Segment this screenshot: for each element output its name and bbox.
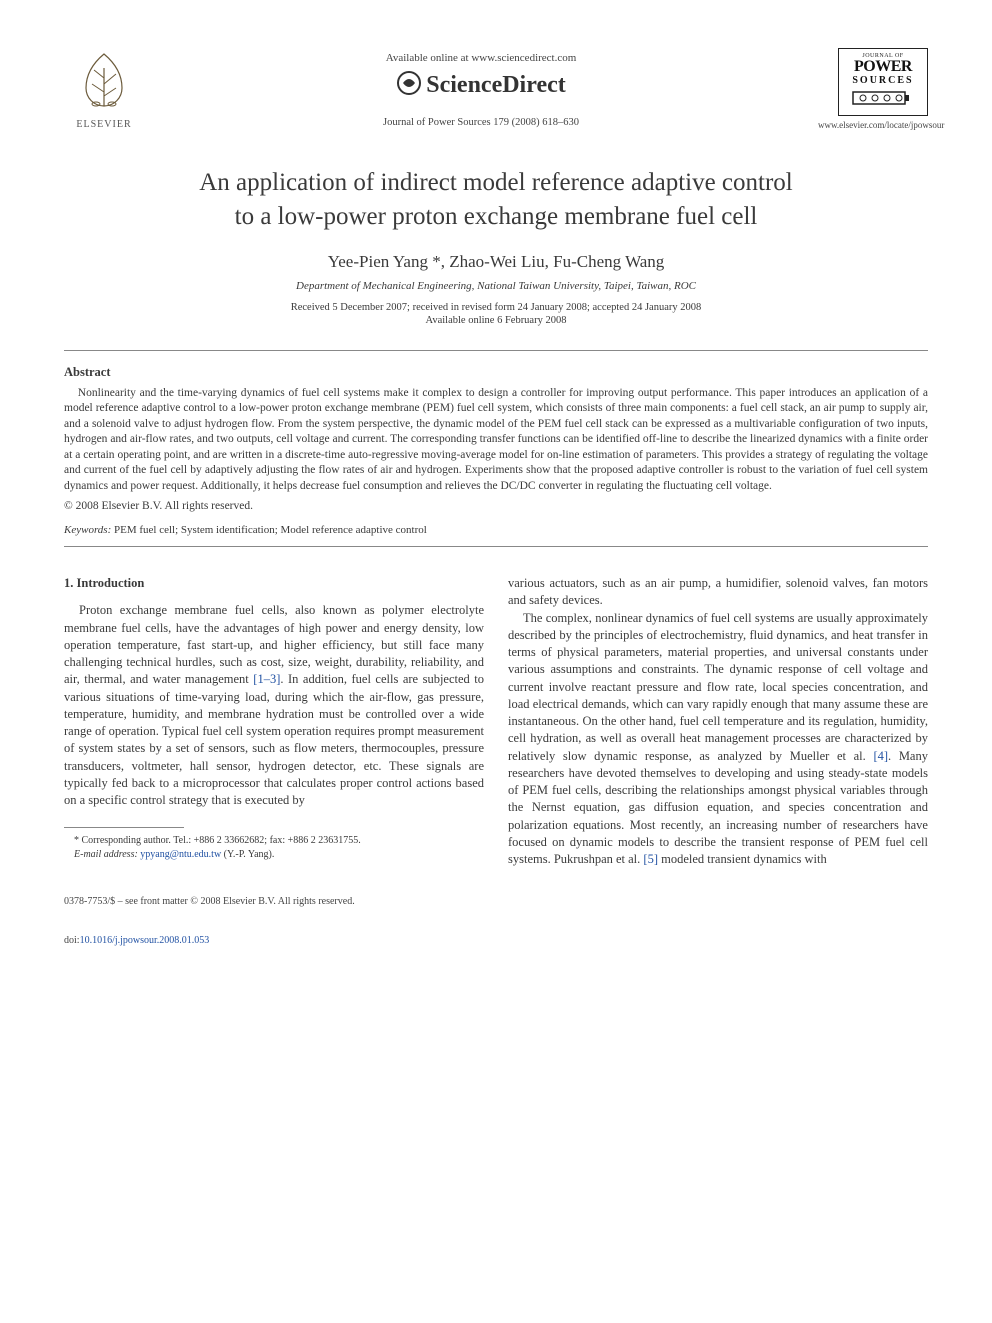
- email-author-name: (Y.-P. Yang).: [224, 849, 275, 860]
- sciencedirect-text: ScienceDirect: [426, 72, 566, 98]
- sciencedirect-icon: [396, 70, 422, 96]
- keywords-line: Keywords: PEM fuel cell; System identifi…: [64, 524, 928, 536]
- title-line-1: An application of indirect model referen…: [199, 169, 793, 196]
- page-header: ELSEVIER Available online at www.science…: [64, 48, 928, 130]
- rule-before-abstract: [64, 350, 928, 351]
- doi-label: doi:: [64, 935, 80, 946]
- sciencedirect-logo: ScienceDirect: [144, 70, 818, 99]
- affiliation: Department of Mechanical Engineering, Na…: [64, 280, 928, 292]
- jps-battery-icon: [843, 86, 923, 108]
- available-date: Available online 6 February 2008: [64, 315, 928, 326]
- email-label: E-mail address:: [74, 849, 138, 860]
- rule-after-keywords: [64, 546, 928, 547]
- journal-reference: Journal of Power Sources 179 (2008) 618–…: [144, 117, 818, 128]
- article-title: An application of indirect model referen…: [64, 166, 928, 234]
- copyright-line: © 2008 Elsevier B.V. All rights reserved…: [64, 500, 928, 512]
- ref-link-4[interactable]: [4]: [873, 749, 888, 763]
- jps-sources: SOURCES: [841, 75, 925, 86]
- header-center: Available online at www.sciencedirect.co…: [144, 48, 818, 128]
- intro-paragraph-1: Proton exchange membrane fuel cells, als…: [64, 602, 484, 809]
- jps-logo-box: JOURNAL OF POWER SOURCES: [838, 48, 928, 116]
- doi-link[interactable]: 10.1016/j.jpowsour.2008.01.053: [80, 935, 210, 946]
- ref-link-1-3[interactable]: [1–3]: [253, 672, 280, 686]
- author-list: Yee-Pien Yang *, Zhao-Wei Liu, Fu-Cheng …: [64, 252, 928, 272]
- elsevier-label: ELSEVIER: [64, 119, 144, 130]
- footnote-rule: [64, 827, 184, 828]
- jps-power: POWER: [841, 59, 925, 75]
- journal-logo-block: JOURNAL OF POWER SOURCES www.elsevier.co…: [818, 48, 928, 130]
- doi-line: doi:10.1016/j.jpowsour.2008.01.053: [64, 935, 928, 946]
- section-1-heading: 1. Introduction: [64, 575, 484, 592]
- body-columns: 1. Introduction Proton exchange membrane…: [64, 575, 928, 868]
- abstract-heading: Abstract: [64, 365, 928, 380]
- intro-p1-b: . In addition, fuel cells are subjected …: [64, 672, 484, 807]
- keywords-label: Keywords:: [64, 524, 111, 536]
- title-line-2: to a low-power proton exchange membrane …: [235, 203, 758, 230]
- front-matter-line: 0378-7753/$ – see front matter © 2008 El…: [64, 896, 928, 907]
- elsevier-logo-block: ELSEVIER: [64, 48, 144, 130]
- received-dates: Received 5 December 2007; received in re…: [64, 302, 928, 313]
- available-online-text: Available online at www.sciencedirect.co…: [144, 52, 818, 64]
- keywords-text: PEM fuel cell; System identification; Mo…: [114, 524, 427, 536]
- col2-continuation: various actuators, such as an air pump, …: [508, 575, 928, 610]
- email-footnote: E-mail address: ypyang@ntu.edu.tw (Y.-P.…: [64, 848, 484, 862]
- abstract-text: Nonlinearity and the time-varying dynami…: [64, 387, 928, 492]
- col2-p2-a: The complex, nonlinear dynamics of fuel …: [508, 611, 928, 763]
- col2-p2-b: . Many researchers have devoted themselv…: [508, 749, 928, 867]
- abstract-body: Nonlinearity and the time-varying dynami…: [64, 386, 928, 495]
- ref-link-5[interactable]: [5]: [643, 852, 658, 866]
- corresponding-author-footnote: * Corresponding author. Tel.: +886 2 336…: [64, 834, 484, 848]
- email-link[interactable]: ypyang@ntu.edu.tw: [140, 849, 221, 860]
- col2-paragraph-2: The complex, nonlinear dynamics of fuel …: [508, 610, 928, 869]
- elsevier-tree-icon: [72, 48, 136, 112]
- col2-p2-c: modeled transient dynamics with: [658, 852, 827, 866]
- jps-url[interactable]: www.elsevier.com/locate/jpowsour: [818, 120, 928, 130]
